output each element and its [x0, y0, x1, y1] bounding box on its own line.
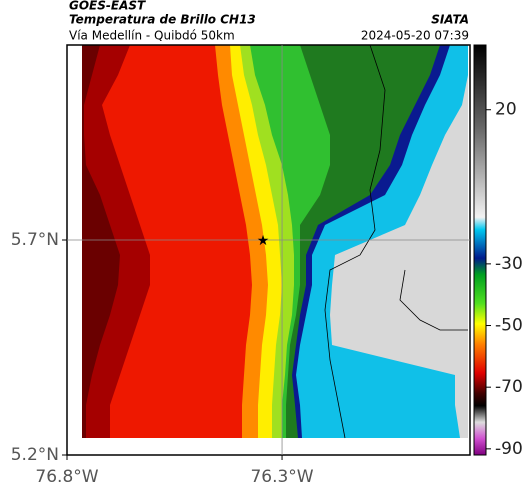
band-darkest [82, 45, 120, 438]
border-line [324, 44, 386, 439]
location-marker: ★ [257, 233, 270, 249]
border-line [399, 269, 468, 331]
colorbar [473, 44, 487, 456]
org-label: SIATA [431, 13, 469, 27]
y-tick-label: 5.7°N [11, 230, 59, 250]
x-tick-label: 76.3°W [250, 467, 313, 487]
product-title: Temperatura de Brillo CH13 [69, 13, 256, 27]
satellite-image [82, 44, 468, 439]
timestamp: 2024-05-20 07:39 [361, 29, 469, 43]
colorbar-tick-label: 20 [495, 100, 517, 120]
colorbar-tick-label: -90 [495, 439, 523, 459]
map-frame [66, 44, 471, 456]
colorbar-tick-label: -70 [495, 377, 523, 397]
y-tick-label: 5.2°N [11, 445, 59, 465]
colorbar-tick-label: -50 [495, 316, 523, 336]
x-tick-label: 76.8°W [35, 467, 98, 487]
source-title: GOES-EAST [69, 0, 146, 13]
region-label: Vía Medellín - Quibdó 50km [69, 29, 235, 43]
colorbar-tick-label: -30 [495, 254, 523, 274]
